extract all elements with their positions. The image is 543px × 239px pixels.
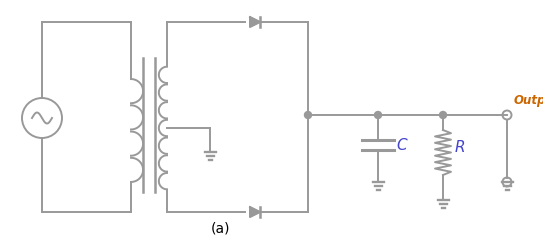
Text: (a): (a) (210, 221, 230, 235)
Circle shape (305, 112, 312, 119)
Polygon shape (250, 17, 260, 27)
Text: Output: Output (514, 94, 543, 107)
Circle shape (375, 112, 382, 119)
Text: C: C (396, 137, 407, 152)
Text: R: R (455, 140, 466, 155)
Polygon shape (250, 207, 260, 217)
Circle shape (439, 112, 446, 119)
